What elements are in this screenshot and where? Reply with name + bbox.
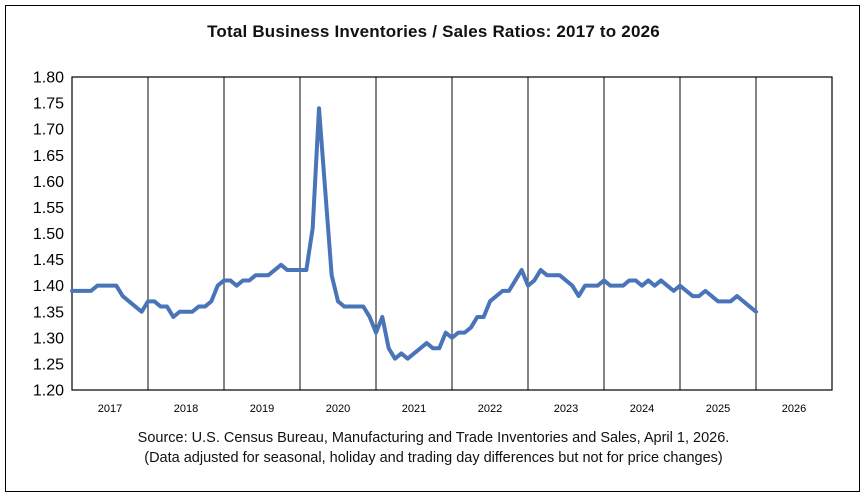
y-tick-label: 1.45 — [33, 252, 64, 269]
x-tick-label: 2026 — [782, 403, 806, 415]
x-tick-label: 2018 — [174, 403, 198, 415]
y-tick-label: 1.80 — [33, 70, 64, 87]
series-line — [70, 106, 758, 361]
x-tick-label: 2021 — [402, 403, 426, 415]
chart-title: Total Business Inventories / Sales Ratio… — [207, 22, 660, 41]
y-tick-label: 1.40 — [33, 278, 64, 295]
y-axis-ticks: 1.80 1.75 1.70 1.65 1.60 1.55 1.50 1.45 1.40 1.35… — [33, 70, 64, 400]
source-note: Source: U.S. Census Bureau, Manufacturin… — [137, 430, 730, 446]
x-tick-label: 2023 — [554, 403, 578, 415]
y-tick-label: 1.20 — [33, 383, 64, 400]
y-tick-label: 1.50 — [33, 226, 64, 243]
x-axis-year-labels: 2017 2018 2019 2020 2021 2022 2023 2024 2025 2026 — [98, 403, 806, 415]
adjustment-note: (Data adjusted for seasonal, holiday and… — [144, 450, 723, 466]
y-tick-label: 1.75 — [33, 96, 64, 113]
x-tick-label: 2020 — [326, 403, 350, 415]
y-tick-label: 1.60 — [33, 174, 64, 191]
x-tick-label: 2017 — [98, 403, 122, 415]
plot-area — [71, 76, 833, 391]
y-tick-label: 1.55 — [33, 200, 64, 217]
y-tick-label: 1.30 — [33, 330, 64, 347]
y-tick-label: 1.35 — [33, 304, 64, 321]
x-tick-label: 2022 — [478, 403, 502, 415]
y-tick-label: 1.25 — [33, 356, 64, 373]
x-tick-label: 2024 — [630, 403, 654, 415]
x-tick-label: 2019 — [250, 403, 274, 415]
y-tick-label: 1.65 — [33, 148, 64, 165]
y-tick-label: 1.70 — [33, 122, 64, 139]
x-tick-label: 2025 — [706, 403, 730, 415]
year-gridlines — [147, 77, 757, 390]
